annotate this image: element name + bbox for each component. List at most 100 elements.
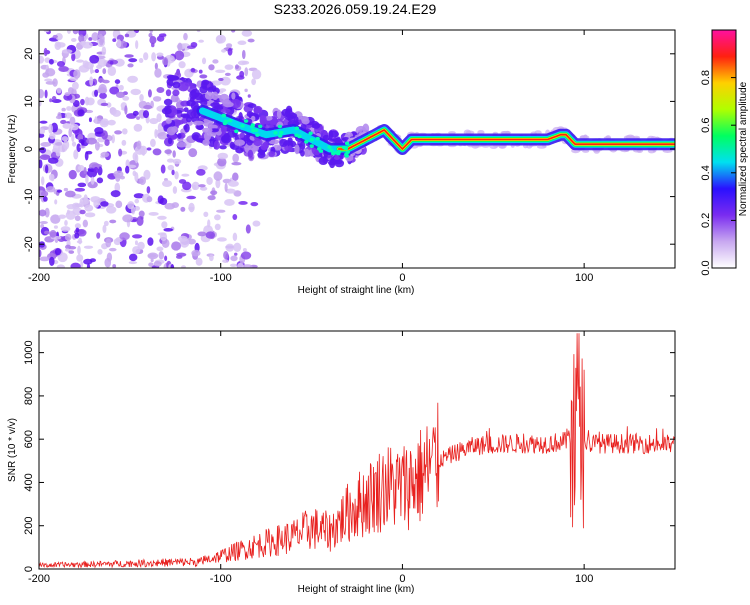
spectrogram-noise-blob: [127, 63, 134, 68]
x-tick-label: 100: [575, 573, 593, 585]
spectrogram-noise-blob: [157, 215, 167, 220]
spectrogram-noise-blob: [276, 109, 282, 119]
spectrogram-noise-blob: [56, 264, 66, 268]
spectrogram-noise-blob: [39, 146, 47, 154]
spectrogram-noise-blob: [70, 262, 81, 268]
ridge-hotspot: [309, 137, 315, 142]
colorbar-tick-label: 0.0: [700, 260, 712, 275]
spectrogram-noise-blob: [62, 140, 70, 150]
snr-x-ticks: -200 -100 0 100: [28, 331, 593, 585]
spectrogram-noise-blob: [105, 238, 112, 248]
y-tick-label: 400: [23, 473, 35, 491]
ridge-hotspot: [327, 145, 332, 149]
spectrogram-noise-blob: [115, 200, 123, 209]
spectrogram-noise-blob: [60, 119, 67, 125]
spectrogram-noise-blob: [131, 234, 143, 239]
ridge-hotspot: [243, 119, 249, 123]
spectrogram-noise-blob: [175, 255, 183, 259]
spectrogram-noise-blob: [146, 196, 153, 203]
spectrogram-noise-blob: [64, 190, 76, 198]
spectrogram-noise-blob: [56, 189, 63, 193]
snr-series-line: [39, 333, 675, 569]
spectrogram-noise-blob: [237, 262, 244, 268]
spectrogram-noise-blob: [62, 123, 72, 129]
spectrogram-noise-blob: [138, 210, 145, 218]
spectrogram-noise-blob: [213, 171, 223, 181]
spectrogram-noise-blob: [43, 47, 48, 57]
spectrogram-noise-blob: [177, 42, 183, 52]
spectrogram-noise-blob: [149, 30, 153, 34]
spectrogram-noise-blob: [111, 134, 115, 144]
spectrogram-noise-blob: [109, 86, 120, 95]
spectrogram-noise-blob: [152, 96, 162, 102]
spectrogram-noise-blob: [101, 46, 107, 56]
spectrogram-noise-blob: [287, 145, 293, 153]
spectrogram-noise-blob: [134, 206, 140, 211]
spectrogram-noise-blob: [174, 171, 179, 180]
ridge-hotspot: [222, 121, 228, 126]
spectrogram-noise-blob: [134, 198, 140, 204]
spectrogram-noise-blob: [84, 212, 96, 218]
spectrogram-noise-blob: [99, 92, 107, 99]
spectrogram-noise-blob: [146, 186, 151, 194]
ridge-hotspot: [309, 144, 314, 148]
spectrogram-noise-blob: [235, 147, 244, 154]
spectrogram-noise-blob: [94, 89, 99, 97]
spectrogram-noise-blob: [124, 54, 134, 58]
spectrogram-noise-blob: [224, 64, 234, 70]
spectrogram-noise-blob: [108, 247, 117, 252]
spectrogram-noise-blob: [98, 83, 107, 94]
spectrogram-noise-blob: [279, 138, 288, 147]
spectrogram-noise-blob: [127, 201, 135, 210]
spectrogram-noise-blob: [222, 101, 234, 108]
spectrogram-noise-blob: [198, 184, 206, 188]
spectrogram-noise-blob: [232, 214, 238, 221]
x-tick-label: 0: [399, 573, 405, 585]
spectrogram-noise-blob: [150, 258, 154, 263]
spectrogram-noise-blob: [83, 245, 94, 249]
spectrogram-noise-blob: [299, 141, 306, 151]
spectrogram-noise-blob: [106, 102, 112, 108]
spectrogram-noise-blob: [213, 140, 220, 150]
ridge-hotspot: [251, 128, 256, 133]
spectrogram-halo-blob: [448, 131, 456, 135]
spectrogram-noise-blob: [96, 232, 101, 239]
spectrogram-noise-blob: [250, 115, 256, 122]
spectrogram-noise-blob: [217, 157, 227, 167]
spectrogram-ridge: [196, 104, 675, 158]
spectrogram-noise-blob: [71, 37, 77, 42]
spectrogram-noise-blob: [210, 80, 222, 86]
spectrogram-noise-blob: [48, 173, 55, 181]
ridge-hotspot: [250, 124, 255, 129]
spectrogram-noise-blob: [219, 93, 230, 104]
spectrogram-noise-blob: [216, 209, 226, 213]
spectrogram-noise-blob: [183, 107, 189, 113]
spectrogram-noise-blob: [134, 171, 139, 182]
spectrogram-noise-blob: [253, 138, 263, 147]
spectrogram-noise-blob: [147, 237, 154, 246]
spectrogram-noise-blob: [210, 128, 219, 133]
spectrogram-noise-blob: [94, 68, 100, 74]
spectrogram-noise-blob: [215, 178, 221, 189]
spectrogram-noise-blob: [76, 254, 84, 262]
spectrogram-noise-blob: [40, 142, 52, 147]
spectrogram-noise-blob: [84, 204, 94, 212]
spectrogram-noise-blob: [231, 92, 236, 100]
spectrogram-noise-blob: [138, 57, 144, 63]
spectrogram-noise-blob: [96, 177, 104, 184]
spectrogram-noise-blob: [242, 49, 246, 60]
spectrogram-noise-blob: [86, 263, 91, 268]
spectrogram-noise-blob: [133, 123, 143, 132]
spectrogram-noise-blob: [170, 94, 179, 103]
snr-plot-area: [39, 331, 675, 569]
spectrogram-noise-blob: [53, 225, 58, 229]
spectrogram-noise-blob: [114, 130, 123, 135]
spectrogram-noise-blob: [90, 69, 95, 73]
spectrogram-noise-blob: [39, 249, 42, 258]
spectrogram-noise-blob: [52, 34, 58, 39]
spectrogram-noise-blob: [167, 137, 173, 145]
x-tick-label: -200: [28, 573, 50, 585]
spectrogram-noise-blob: [222, 259, 229, 263]
spectrogram-noise-blob: [186, 116, 192, 123]
spectrogram-noise-blob: [139, 176, 146, 186]
